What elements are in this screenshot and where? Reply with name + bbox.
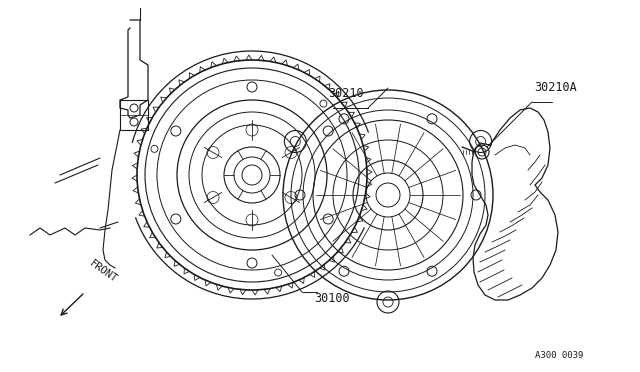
Text: A300 0039: A300 0039	[535, 351, 584, 360]
Text: 30210: 30210	[328, 87, 364, 100]
Text: 30210A: 30210A	[534, 81, 577, 94]
Text: FRONT: FRONT	[88, 259, 119, 285]
Text: 30100: 30100	[314, 292, 349, 305]
